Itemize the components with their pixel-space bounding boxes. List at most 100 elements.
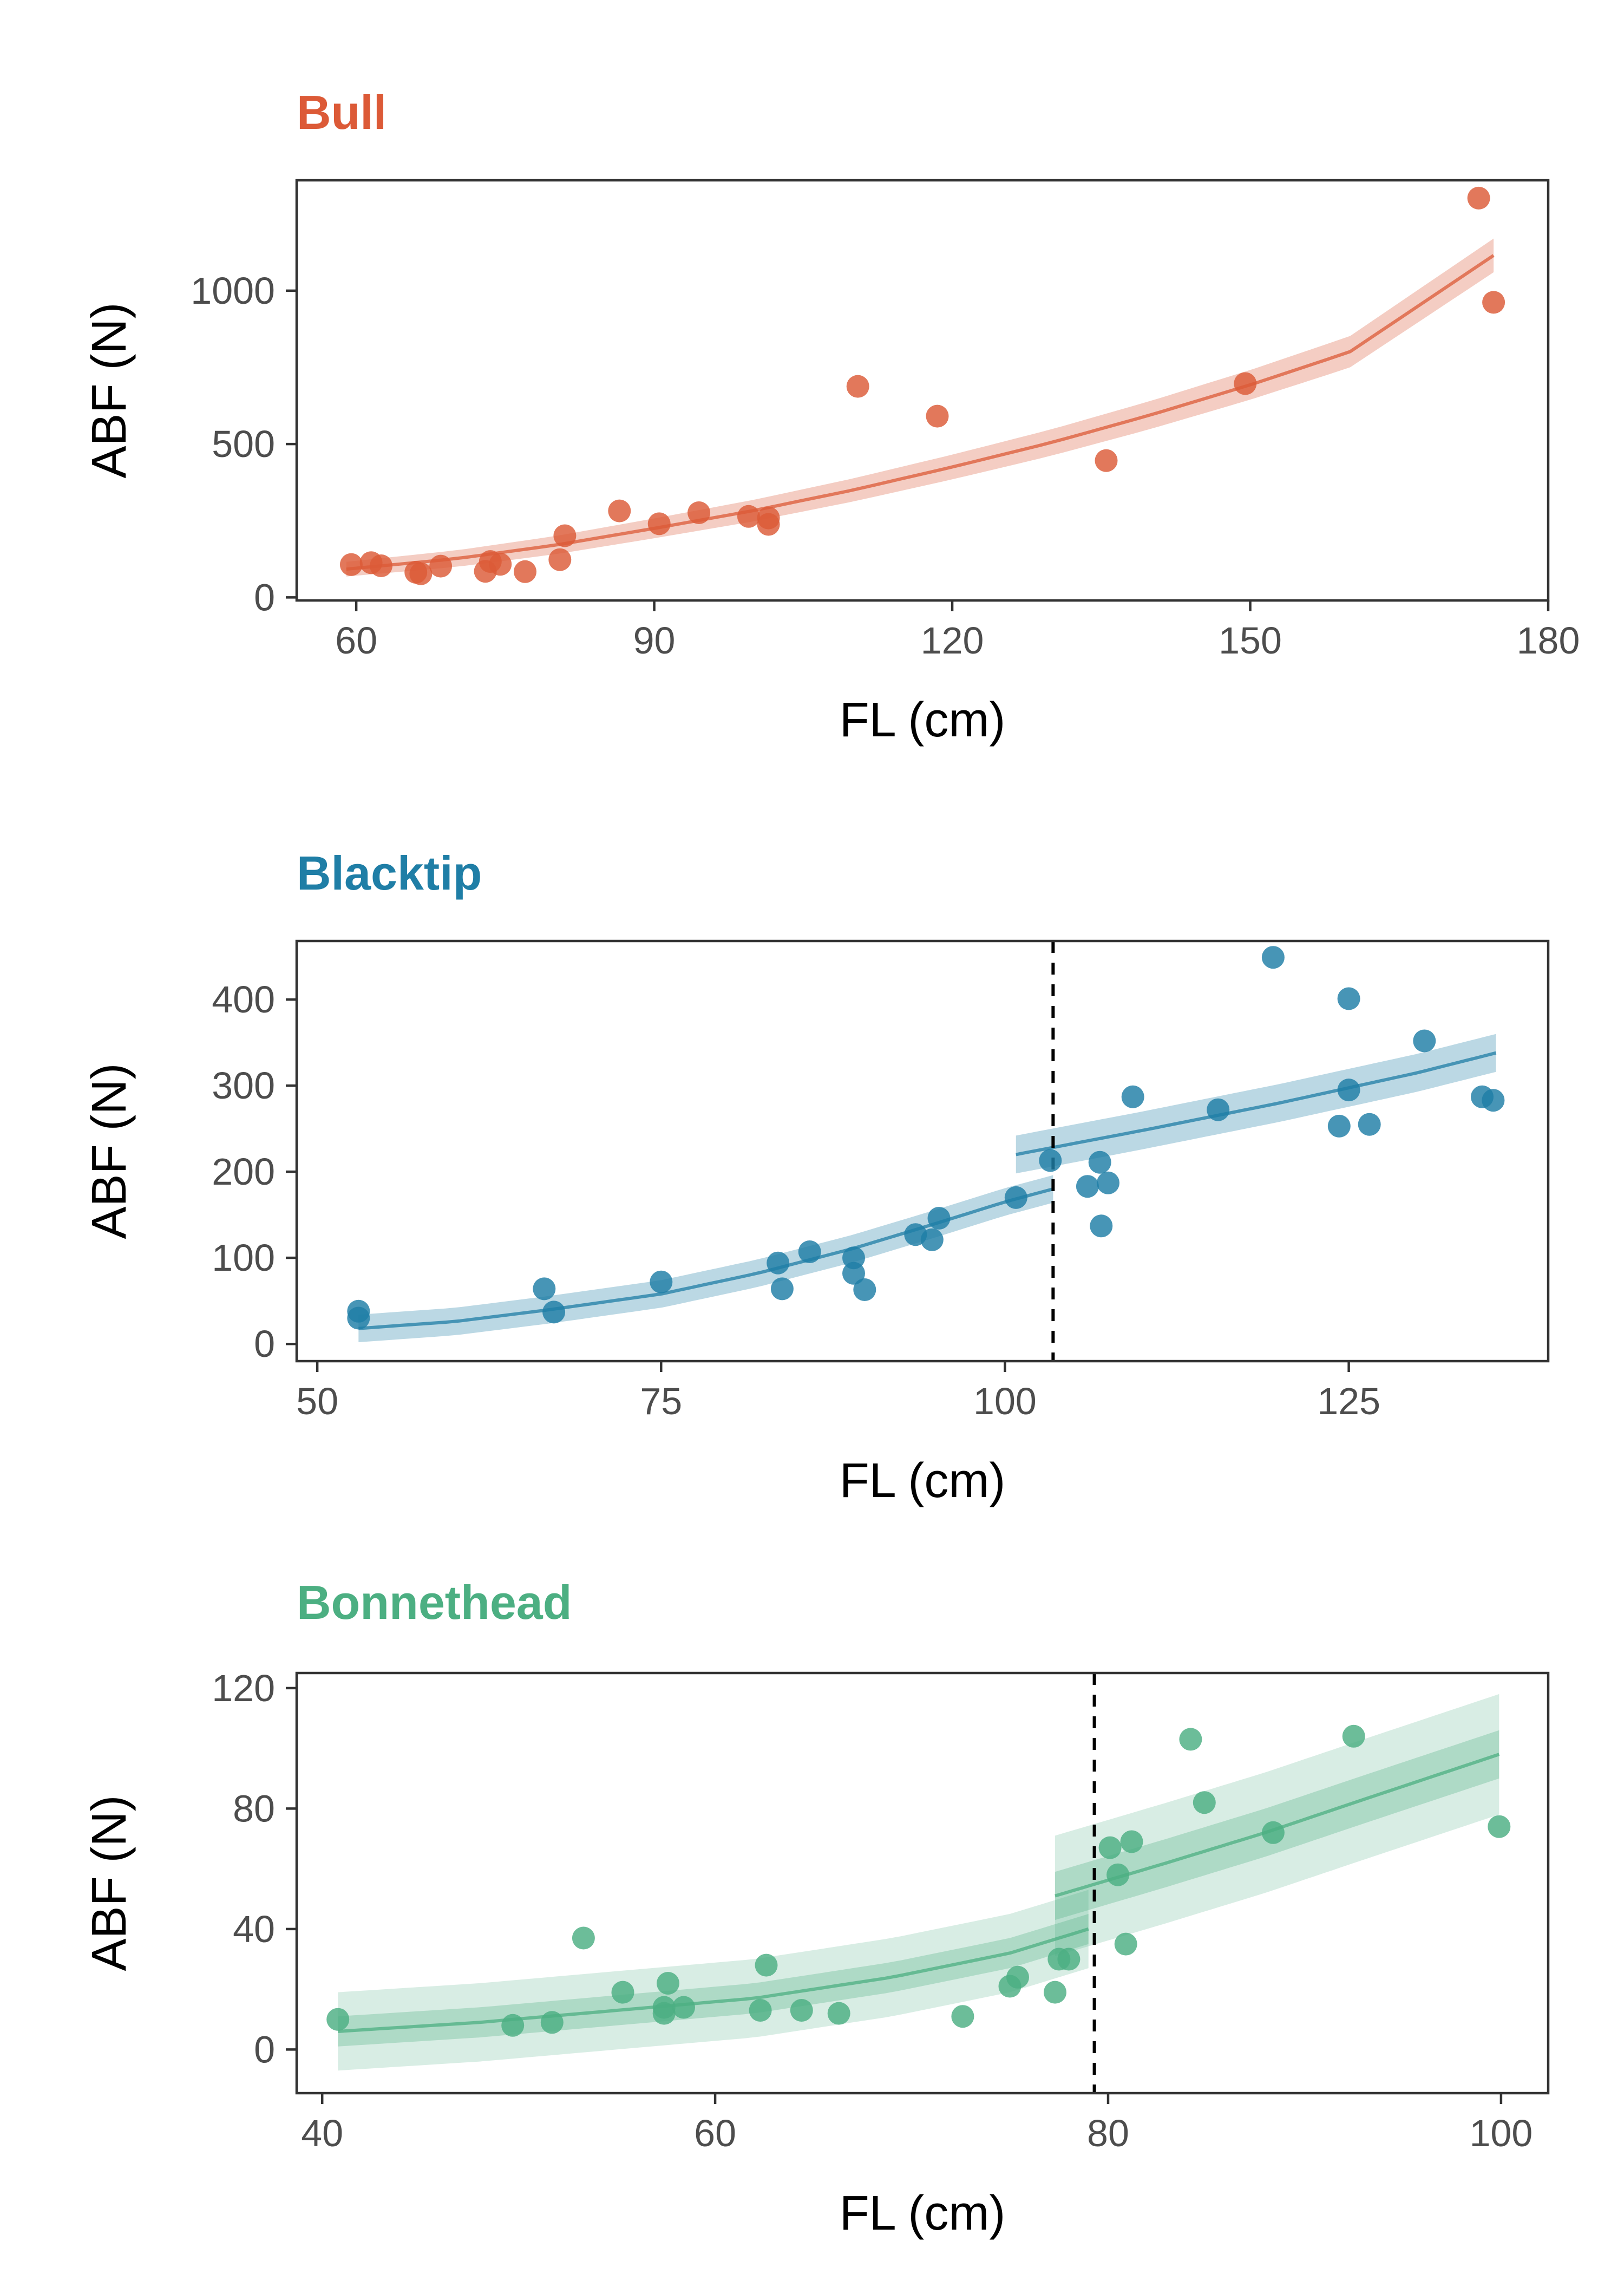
data-point-bonnethead-4: [572, 1926, 595, 1950]
x-axis-blacktip: 50 75 100 125: [296, 1361, 1380, 1422]
data-point-bull-9: [489, 553, 512, 576]
data-point-bonnethead-19: [1057, 1948, 1081, 1971]
data-point-bonnethead-26: [1261, 1821, 1285, 1844]
data-point-blacktip-3: [533, 1277, 556, 1301]
data-point-bull-24: [1482, 291, 1505, 314]
data-point-bull-10: [514, 560, 536, 583]
data-point-bonnethead-21: [1106, 1863, 1130, 1886]
y-tick-label-bonnethead-1: 0: [254, 2028, 275, 2070]
data-point-bonnethead-8: [657, 1972, 679, 1995]
data-point-bonnethead-22: [1114, 1932, 1137, 1956]
data-point-blacktip-28: [1413, 1029, 1436, 1053]
x-tick-label-bull-3: 120: [921, 619, 984, 662]
data-point-bull-12: [553, 524, 577, 547]
x-axis-label-bonnethead: FL (cm): [840, 2186, 1006, 2240]
y-axis-bonnethead: 0 40 80 120: [212, 1667, 297, 2070]
data-point-blacktip-10: [842, 1262, 865, 1285]
data-point-bonnethead-23: [1120, 1830, 1143, 1853]
data-point-bonnethead-3: [540, 2011, 564, 2034]
y-axis-blacktip: 0 100 200 300 400: [212, 978, 297, 1365]
data-point-bull-23: [1467, 186, 1490, 210]
data-point-bonnethead-27: [1342, 1724, 1365, 1748]
y-tick-label-bull-1: 0: [254, 576, 275, 618]
ci-band-bull-1: [346, 238, 1494, 577]
plot-area-bull: [295, 179, 1550, 602]
data-point-bonnethead-12: [790, 1999, 813, 2022]
data-point-bull-13: [608, 499, 631, 522]
data-point-bull-18: [757, 506, 780, 530]
x-axis-label-bull: FL (cm): [840, 693, 1006, 747]
ci-bands-bull: [346, 238, 1494, 577]
data-point-bonnethead-5: [611, 1981, 634, 2004]
data-point-bonnethead-11: [755, 1953, 778, 1977]
data-point-blacktip-11: [853, 1278, 876, 1301]
ci-band-bonnethead-1: [338, 1914, 1089, 2047]
x-axis-label-blacktip: FL (cm): [840, 1454, 1006, 1508]
chart-title-blacktip: Blacktip: [297, 846, 482, 900]
x-tick-label-blacktip-2: 75: [640, 1380, 682, 1422]
data-point-blacktip-2: [347, 1306, 370, 1330]
data-point-blacktip-5: [650, 1270, 673, 1293]
data-point-blacktip-30: [1482, 1089, 1505, 1112]
x-tick-label-blacktip-4: 125: [1317, 1380, 1380, 1422]
data-point-bonnethead-2: [501, 2014, 525, 2037]
data-point-bull-6: [429, 554, 453, 578]
panel-bull: Bull 60 90 120 150 180 0 500 1000 FL (cm) ABF …: [82, 86, 1580, 747]
data-point-blacktip-14: [927, 1207, 951, 1230]
plot-area-bonnethead: [295, 1671, 1550, 2095]
y-axis-label-blacktip: ABF (N): [82, 1063, 136, 1239]
y-tick-label-blacktip-1: 0: [254, 1323, 275, 1365]
plot-area-blacktip: [295, 939, 1550, 1363]
data-point-bull-22: [1234, 372, 1257, 395]
data-point-bonnethead-20: [1098, 1836, 1122, 1859]
data-point-blacktip-20: [1097, 1171, 1119, 1194]
data-point-blacktip-24: [1327, 1114, 1351, 1138]
panel-bonnethead: Bonnethead 40 60 80 100 0 40 80 120 FL (cm) AB…: [82, 1576, 1550, 2240]
data-point-blacktip-22: [1207, 1098, 1230, 1121]
data-point-blacktip-23: [1261, 946, 1285, 969]
y-tick-label-bonnethead-4: 120: [212, 1667, 275, 1709]
plot-frame-bull: [295, 179, 1550, 602]
data-point-bonnethead-1: [326, 2008, 350, 2031]
fit-lines-blacktip: [358, 1051, 1497, 1330]
y-axis-label-bull: ABF (N): [82, 303, 136, 479]
y-tick-label-blacktip-3: 200: [212, 1151, 275, 1193]
data-point-blacktip-18: [1088, 1151, 1111, 1174]
data-point-blacktip-21: [1121, 1085, 1144, 1108]
ci-band-blacktip-1: [358, 1175, 1053, 1342]
data-point-bonnethead-9: [672, 1996, 695, 2019]
data-point-blacktip-19: [1090, 1214, 1113, 1238]
data-point-bonnethead-7: [652, 2002, 676, 2025]
y-tick-label-bull-3: 1000: [191, 270, 275, 312]
data-point-blacktip-13: [920, 1228, 944, 1251]
x-tick-label-bull-2: 90: [633, 619, 676, 662]
data-point-bonnethead-28: [1488, 1815, 1511, 1838]
data-point-blacktip-6: [767, 1251, 790, 1275]
data-point-bonnethead-14: [951, 2005, 974, 2028]
x-tick-label-bull-4: 150: [1219, 619, 1282, 662]
data-point-blacktip-27: [1358, 1113, 1381, 1136]
y-tick-label-blacktip-4: 300: [212, 1064, 275, 1107]
x-axis-bull: 60 90 120 150 180: [335, 600, 1580, 662]
x-tick-label-bonnethead-3: 80: [1087, 2112, 1129, 2154]
x-tick-label-bull-1: 60: [335, 619, 377, 662]
points-bull: [339, 186, 1505, 585]
x-tick-label-bull-5: 180: [1517, 619, 1580, 662]
data-point-bull-14: [647, 512, 671, 535]
y-tick-label-blacktip-5: 400: [212, 978, 275, 1021]
data-point-blacktip-17: [1076, 1175, 1099, 1198]
data-point-bonnethead-17: [1044, 1981, 1066, 2004]
data-point-bull-5: [409, 562, 433, 585]
data-point-bonnethead-13: [827, 2002, 850, 2025]
points-bonnethead: [326, 1724, 1511, 2037]
fit-line-blacktip-2: [1016, 1051, 1497, 1156]
data-point-bonnethead-24: [1179, 1728, 1202, 1751]
chart-title-bull: Bull: [297, 86, 387, 139]
data-point-bonnethead-25: [1193, 1791, 1216, 1814]
x-axis-bonnethead: 40 60 80 100: [301, 2093, 1533, 2154]
fit-lines-bull: [346, 254, 1495, 571]
data-point-bull-20: [926, 404, 949, 428]
y-tick-label-bull-2: 500: [212, 423, 275, 465]
data-point-bull-3: [370, 554, 392, 577]
x-tick-label-bonnethead-1: 40: [301, 2112, 343, 2154]
